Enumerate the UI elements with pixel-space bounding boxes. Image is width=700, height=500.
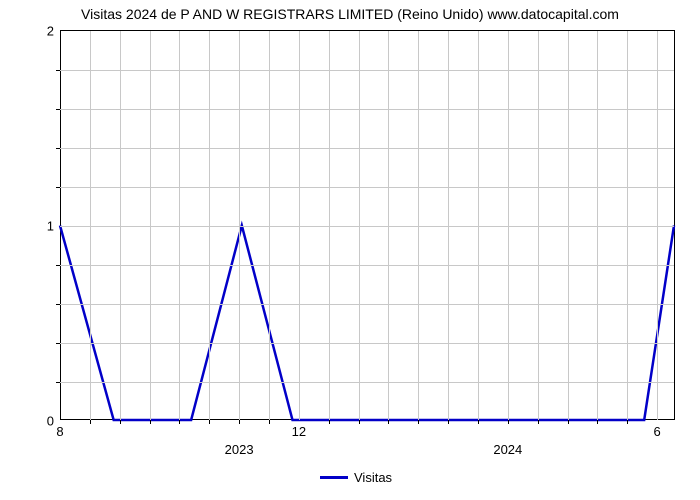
xtick-minor (448, 420, 449, 424)
ytick-minor (56, 343, 60, 344)
gridline-v-minor (508, 31, 509, 420)
ytick-label: 1 (47, 219, 60, 234)
legend-label: Visitas (354, 470, 392, 485)
gridline-h-minor (60, 187, 674, 188)
gridline-v-minor (388, 31, 389, 420)
xtick-minor (418, 420, 419, 424)
ytick-minor (56, 187, 60, 188)
ytick-minor (56, 265, 60, 266)
gridline-v-minor (269, 31, 270, 420)
gridline-v-minor (448, 31, 449, 420)
gridline-v-minor (538, 31, 539, 420)
gridline-h-minor (60, 148, 674, 149)
legend: Visitas (320, 470, 392, 485)
gridline-v-minor (239, 31, 240, 420)
gridline-v-minor (597, 31, 598, 420)
gridline-v (657, 31, 658, 420)
ytick-label: 2 (47, 24, 60, 39)
gridline-v-minor (209, 31, 210, 420)
xtick-minor (90, 420, 91, 424)
xtick-minor (478, 420, 479, 424)
chart-title: Visitas 2024 de P AND W REGISTRARS LIMIT… (0, 6, 700, 22)
gridline-v-minor (179, 31, 180, 420)
xtick-minor (508, 420, 509, 424)
gridline-h-minor (60, 343, 674, 344)
gridline-h-minor (60, 70, 674, 71)
plot-area: 012812620232024 (60, 30, 675, 420)
xtick-minor (179, 420, 180, 424)
xtick-minor (627, 420, 628, 424)
gridline-v-minor (359, 31, 360, 420)
gridline-v-minor (478, 31, 479, 420)
xtick-minor (150, 420, 151, 424)
ytick-minor (56, 382, 60, 383)
xtick-minor (329, 420, 330, 424)
gridline-v-minor (329, 31, 330, 420)
gridline-v-minor (90, 31, 91, 420)
ytick-minor (56, 304, 60, 305)
gridline-h-minor (60, 265, 674, 266)
xtick-label: 8 (56, 420, 63, 439)
ytick-minor (56, 148, 60, 149)
ytick-minor (56, 109, 60, 110)
gridline-h-minor (60, 382, 674, 383)
gridline-h-minor (60, 304, 674, 305)
xtick-minor (209, 420, 210, 424)
xtick-label: 6 (653, 420, 660, 439)
xtick-minor (538, 420, 539, 424)
gridline-v-minor (418, 31, 419, 420)
gridline-h (60, 226, 674, 227)
gridline-h-minor (60, 109, 674, 110)
xgroup-label: 2023 (225, 442, 254, 457)
xtick-minor (388, 420, 389, 424)
xtick-minor (120, 420, 121, 424)
xtick-minor (597, 420, 598, 424)
xgroup-label: 2024 (493, 442, 522, 457)
xtick-minor (359, 420, 360, 424)
gridline-v-minor (150, 31, 151, 420)
xtick-label: 12 (292, 420, 306, 439)
gridline-v-minor (120, 31, 121, 420)
xtick-minor (568, 420, 569, 424)
xtick-minor (269, 420, 270, 424)
gridline-v-minor (627, 31, 628, 420)
ytick-minor (56, 70, 60, 71)
gridline-v-minor (568, 31, 569, 420)
xtick-minor (239, 420, 240, 424)
legend-swatch (320, 476, 348, 479)
gridline-v (299, 31, 300, 420)
